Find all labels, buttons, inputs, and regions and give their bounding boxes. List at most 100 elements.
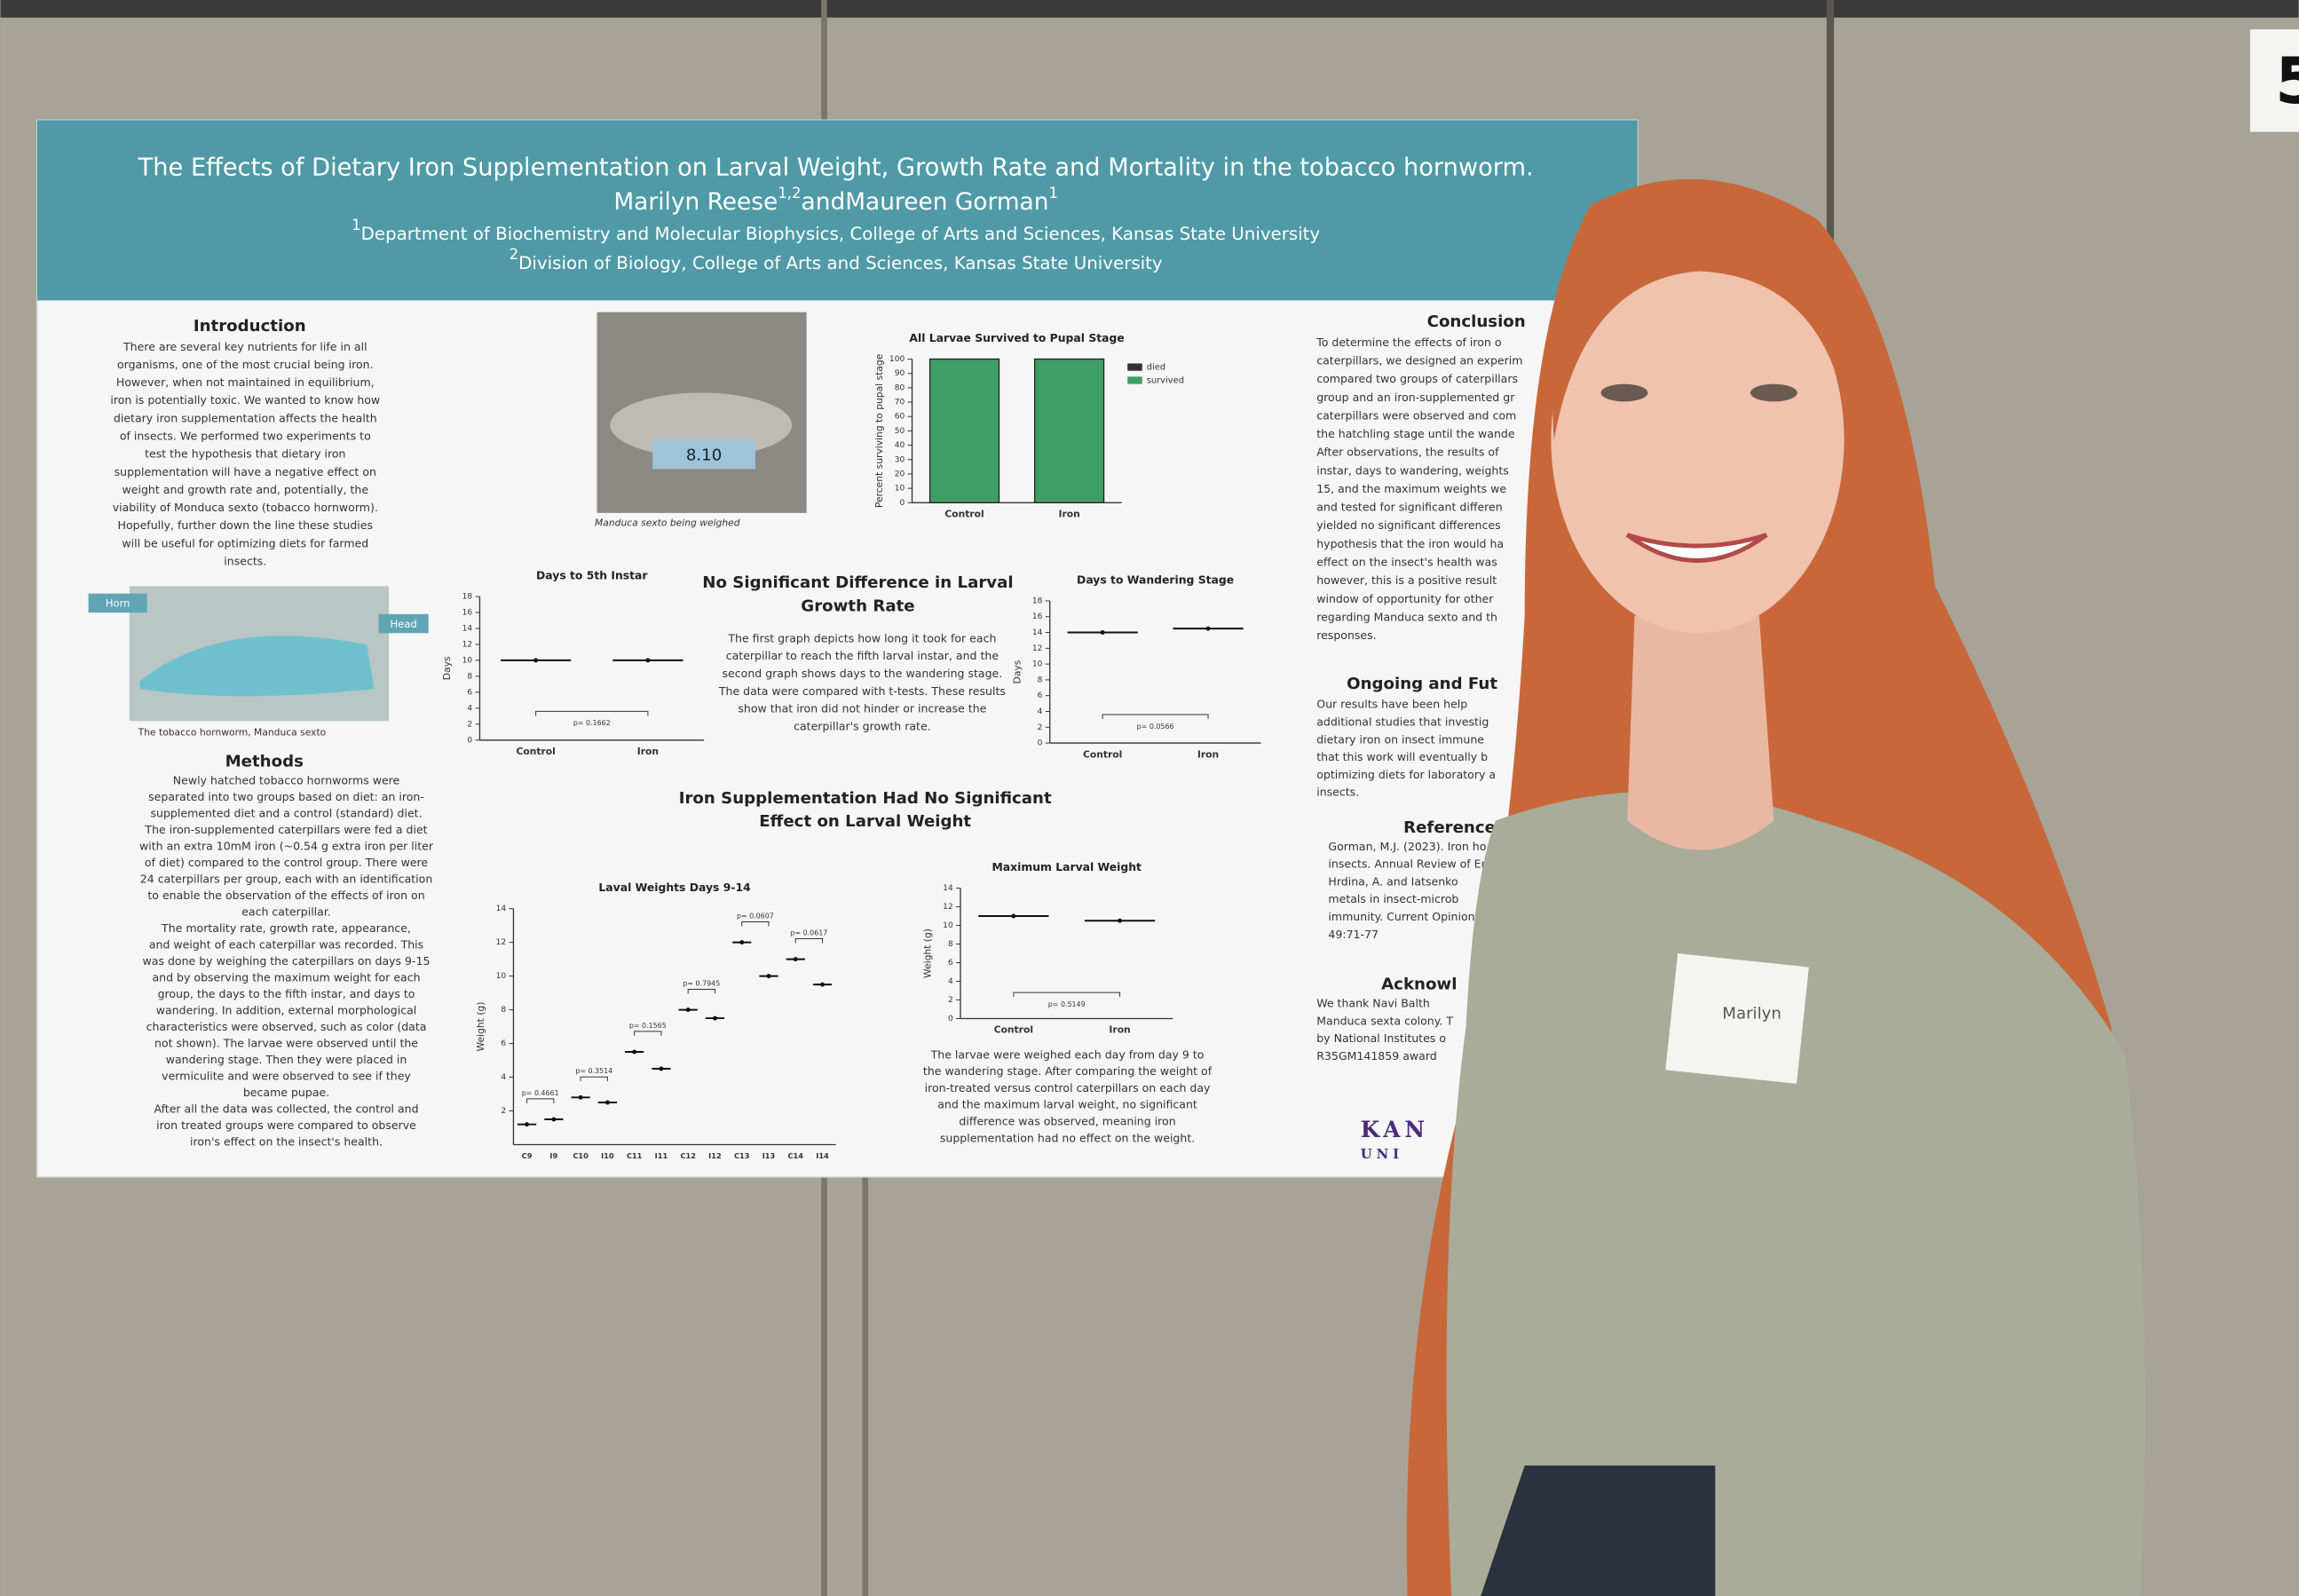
body-text: iron's effect on the insect's health.: [190, 1134, 383, 1148]
body-text: compared two groups of caterpillars: [1316, 372, 1518, 385]
y-tick-label: 10: [1032, 660, 1043, 669]
body-text: iron treated groups were compared to obs…: [156, 1118, 416, 1132]
y-tick-label: 8: [501, 1006, 506, 1015]
y-tick-label: 2: [948, 996, 953, 1005]
body-text: regarding Manduca sexto and th: [1316, 610, 1497, 623]
body-text: caterpillar's growth rate.: [794, 719, 931, 732]
label-box: [378, 613, 429, 634]
body-text: Gorman, M.J. (2023). Iron ho: [1328, 840, 1486, 853]
section-heading: Introduction: [194, 317, 306, 336]
section-heading: References: [1403, 818, 1505, 837]
p-value: p= 0.4661: [522, 1089, 559, 1097]
y-tick-label: 12: [462, 640, 473, 649]
p-bracket: [634, 1031, 662, 1036]
section-heading: No Significant Difference in Larval: [702, 573, 1013, 592]
y-tick-label: 20: [895, 470, 905, 478]
body-text: After observations, the results of: [1316, 446, 1499, 459]
mean-dot: [766, 974, 771, 979]
y-tick-label: 12: [943, 903, 953, 912]
body-text: metals in insect-microb: [1328, 892, 1458, 905]
y-tick-label: 10: [895, 485, 905, 494]
p-value: p= 0.1565: [629, 1022, 667, 1030]
photo-label: Head: [391, 618, 417, 630]
body-text: R35GM141859 award: [1316, 1049, 1437, 1063]
mean-dot: [820, 982, 826, 987]
board-seam: [862, 1172, 868, 1596]
p-bracket: [580, 1076, 608, 1082]
y-tick-label: 6: [467, 688, 472, 697]
body-text: second graph shows days to the wandering…: [723, 667, 1003, 680]
y-tick-label: 50: [895, 427, 905, 436]
smile: [1625, 533, 1768, 564]
x-tick-label: Iron: [1109, 1024, 1130, 1036]
p-value: p= 0.1662: [573, 719, 611, 727]
body-text: 15, and the maximum weights we: [1316, 482, 1506, 495]
mean-dot: [578, 1094, 583, 1100]
body-text: by National Institutes o: [1316, 1031, 1446, 1045]
body-text: The mortality rate, growth rate, appeara…: [161, 921, 411, 935]
affiliation-sup: 1: [352, 217, 361, 233]
y-tick-label: 14: [496, 905, 507, 913]
y-tick-label: 6: [1038, 691, 1043, 700]
x-tick-label: Iron: [1058, 509, 1079, 520]
body-text: viability of Monduca sexto (tobacco horn…: [113, 501, 378, 514]
mean-dot: [632, 1049, 637, 1055]
body-text: however, this is a positive result: [1316, 573, 1497, 587]
x-tick-label: I9: [549, 1151, 557, 1160]
y-axis-label: Days: [441, 656, 453, 680]
body-text: and tested for significant differen: [1316, 501, 1502, 514]
x-tick-label: Iron: [1197, 748, 1219, 760]
body-text: not shown). The larvae were observed unt…: [154, 1036, 418, 1049]
body-text: 49:71-77: [1328, 928, 1379, 941]
mean-dot: [739, 940, 745, 945]
body-text: caterpillars, we designed an experim: [1316, 353, 1522, 367]
poster: 8.10 Horn Head The Effects of Dietary Ir…: [36, 119, 1639, 1178]
neck: [1627, 615, 1774, 850]
photo-caption: Manduca sexto being weighed: [595, 517, 740, 528]
y-tick-label: 40: [895, 441, 905, 450]
mean-dot: [712, 1015, 717, 1021]
hair-top: [1552, 234, 1851, 440]
face: [1551, 246, 1845, 634]
y-tick-label: 8: [1038, 676, 1043, 684]
body-text: iron-treated versus control caterpillars…: [925, 1081, 1211, 1094]
p-bracket: [687, 988, 715, 994]
body-text: The larvae were weighed each day from da…: [930, 1047, 1205, 1061]
mean-dot: [645, 658, 651, 663]
y-tick-label: 8: [467, 672, 472, 681]
y-tick-label: 2: [1038, 723, 1043, 732]
y-tick-label: 4: [948, 977, 953, 986]
body-text: the wandering stage. After comparing the…: [923, 1064, 1213, 1078]
mean-dot: [1205, 626, 1211, 631]
label-box: [88, 593, 147, 613]
legend-swatch: [1127, 363, 1142, 371]
y-tick-label: 0: [948, 1015, 953, 1023]
p-value: p= 0.0607: [737, 912, 774, 920]
board-top: [0, 0, 2299, 18]
section-heading: Methods: [225, 753, 304, 771]
mean-dot: [604, 1100, 610, 1105]
body-text: hypothesis that the iron would ha: [1316, 537, 1504, 550]
body-text: insects.: [224, 555, 266, 568]
chart-title: Days to Wandering Stage: [1077, 573, 1234, 586]
x-tick-label: I14: [816, 1151, 829, 1160]
body-text: group and an iron-supplemented gr: [1316, 391, 1515, 404]
mean-dot: [533, 658, 539, 663]
body-text: will be useful for optimizing diets for …: [122, 536, 368, 549]
author-sup: 1: [1048, 185, 1058, 201]
section-heading: Iron Supplementation Had No Significant: [679, 789, 1052, 808]
y-tick-label: 6: [948, 959, 953, 968]
body-text: supplementation will have a negative eff…: [115, 465, 376, 478]
body-text: yielded no significant differences: [1316, 518, 1500, 532]
scale-display: [652, 439, 755, 470]
author-sup: 1,2: [778, 185, 801, 201]
body-text: After all the data was collected, the co…: [154, 1102, 418, 1115]
x-tick-label: C9: [522, 1151, 533, 1160]
body-text: dietary iron on insect immune: [1316, 732, 1484, 746]
name-tag: [1665, 953, 1809, 1084]
mean-dot: [1100, 630, 1105, 635]
body-text: responses.: [1316, 628, 1376, 642]
body-text: instar, days to wandering, weights: [1316, 463, 1509, 477]
mean-dot: [685, 1007, 691, 1013]
